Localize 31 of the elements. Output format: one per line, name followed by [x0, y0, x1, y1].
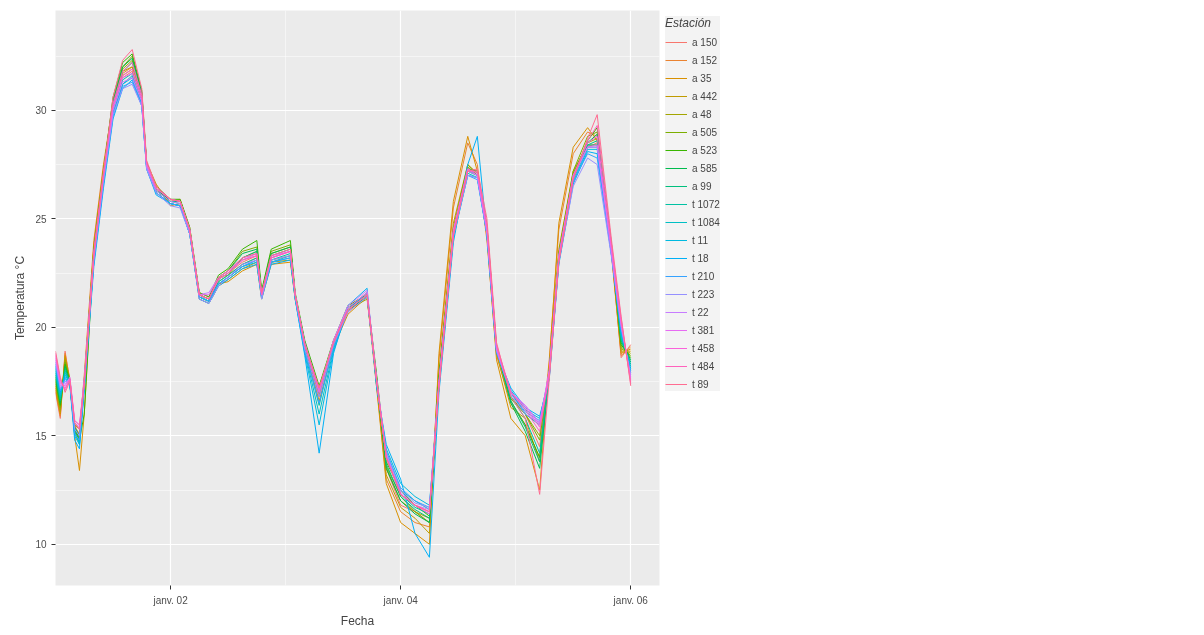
- x-tick-label: janv. 06: [612, 594, 649, 606]
- legend-label: t 18: [692, 251, 710, 265]
- legend-label: a 35: [692, 71, 712, 85]
- y-tick-label: 15: [35, 430, 47, 442]
- y-tick-label: 10: [35, 539, 47, 551]
- legend-label: a 442: [692, 89, 718, 103]
- legend-label: t 89: [692, 377, 710, 391]
- x-tick-label: janv. 04: [382, 594, 419, 606]
- legend-label: t 484: [692, 359, 715, 373]
- legend-label: t 11: [692, 233, 709, 247]
- y-tick-label: 20: [35, 322, 47, 334]
- legend-label: t 1072: [692, 197, 720, 211]
- legend-label: a 585: [692, 161, 718, 175]
- legend-label: a 505: [692, 125, 718, 139]
- legend-label: t 381: [692, 323, 715, 337]
- legend-label: a 152: [692, 53, 718, 67]
- legend-label: a 523: [692, 143, 718, 157]
- legend-label: a 150: [692, 35, 718, 49]
- y-tick-label: 30: [35, 105, 47, 117]
- legend-title: Estación: [665, 16, 713, 30]
- x-tick-label: janv. 02: [152, 594, 189, 606]
- legend-label: a 99: [692, 179, 712, 193]
- legend-label: t 223: [692, 287, 715, 301]
- legend-label: a 48: [692, 107, 712, 121]
- y-axis-title: Temperatura °C: [13, 255, 28, 341]
- x-axis-title: Fecha: [340, 613, 375, 628]
- legend-label: t 1084: [692, 215, 720, 229]
- legend-label: t 22: [692, 305, 710, 319]
- y-tick-label: 25: [35, 213, 47, 225]
- legend-label: t 458: [692, 341, 715, 355]
- legend-label: t 210: [692, 269, 715, 283]
